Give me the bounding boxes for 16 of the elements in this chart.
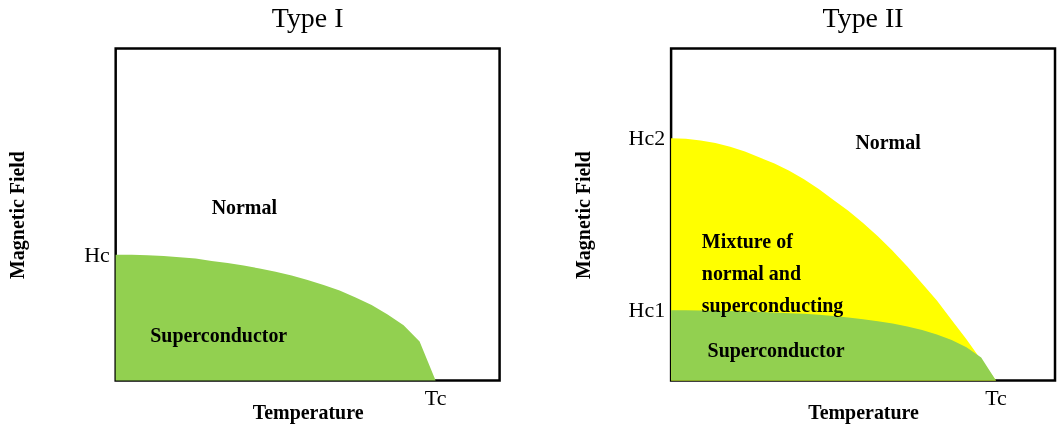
y-axis-title: Magnetic Field [571,151,595,279]
annotation: Normal [855,131,922,154]
text: Hc [84,241,110,267]
chart-title: Type I [271,1,344,33]
text: Tc [985,385,1008,411]
x-axis-title: Temperature [252,400,364,424]
annotation: Superconductor [150,323,288,347]
text: Hc2 [628,125,666,151]
annotation: Normal [211,195,278,218]
y-axis-title: Magnetic Field [6,151,30,279]
text: Hc1 [628,297,666,323]
x-axis-title: Temperature [808,400,920,424]
annotation: Superconductor [707,338,845,362]
chart-title: Type II [822,1,904,33]
text: Tc [424,385,447,411]
annotation: Mixture of normal and superconducting [701,230,844,317]
